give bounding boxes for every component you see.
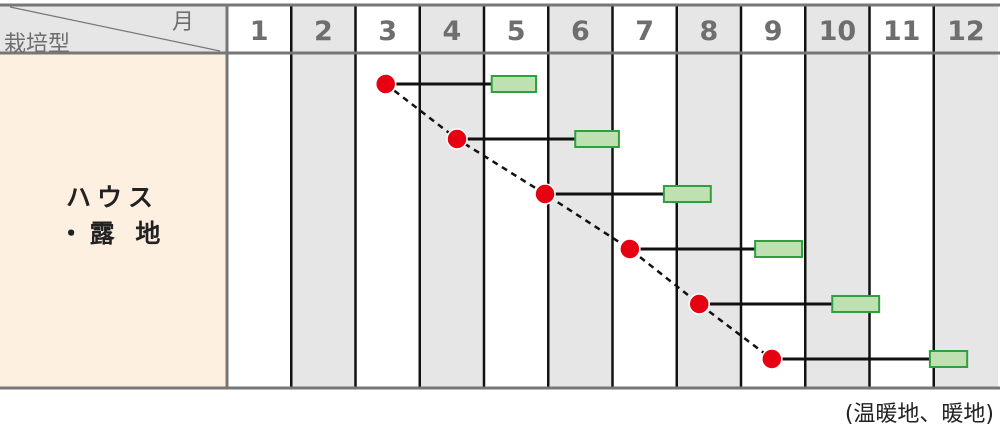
month-column-shade — [291, 5, 356, 388]
sowing-marker — [534, 183, 556, 205]
month-column-shade — [548, 5, 613, 388]
month-label: 4 — [442, 16, 461, 47]
month-label: 3 — [378, 16, 397, 47]
harvest-period-bar — [754, 240, 804, 258]
header-diagonal — [9, 6, 221, 52]
crop-type-cell — [0, 53, 227, 388]
sowing-marker — [446, 128, 468, 150]
harvest-period-bar — [662, 185, 712, 203]
month-label: 10 — [819, 16, 857, 47]
harvest-period-bar — [831, 295, 881, 313]
harvest-period-bar — [574, 130, 620, 148]
month-label: 7 — [635, 16, 654, 47]
region-note: (温暖地、暖地) — [844, 402, 994, 427]
harvest-period-bar — [490, 75, 538, 93]
sowing-progression-line — [384, 83, 773, 360]
sowing-marker — [374, 73, 397, 95]
month-label: 12 — [947, 16, 985, 47]
crop-type-label: ハウス ・露 地 — [0, 180, 225, 252]
month-label: 8 — [699, 16, 718, 47]
crop-type-line2: ・露 地 — [58, 219, 167, 248]
sowing-marker — [619, 238, 641, 260]
month-column-shade — [805, 5, 870, 388]
month-label: 6 — [571, 16, 590, 47]
month-label: 11 — [883, 16, 921, 47]
cultivation-type-header-label: 栽培型 — [4, 32, 71, 57]
sowing-marker — [761, 348, 783, 370]
month-column-shade — [933, 5, 998, 388]
month-header-label: 月 — [172, 10, 195, 35]
month-label: 2 — [314, 16, 333, 47]
month-label: 1 — [250, 16, 269, 47]
month-label: 9 — [764, 16, 783, 47]
month-label: 5 — [507, 16, 526, 47]
month-column-shade — [419, 5, 484, 388]
sowing-marker — [688, 293, 710, 315]
harvest-period-bar — [928, 350, 969, 368]
crop-type-line1: ハウス — [65, 183, 159, 212]
